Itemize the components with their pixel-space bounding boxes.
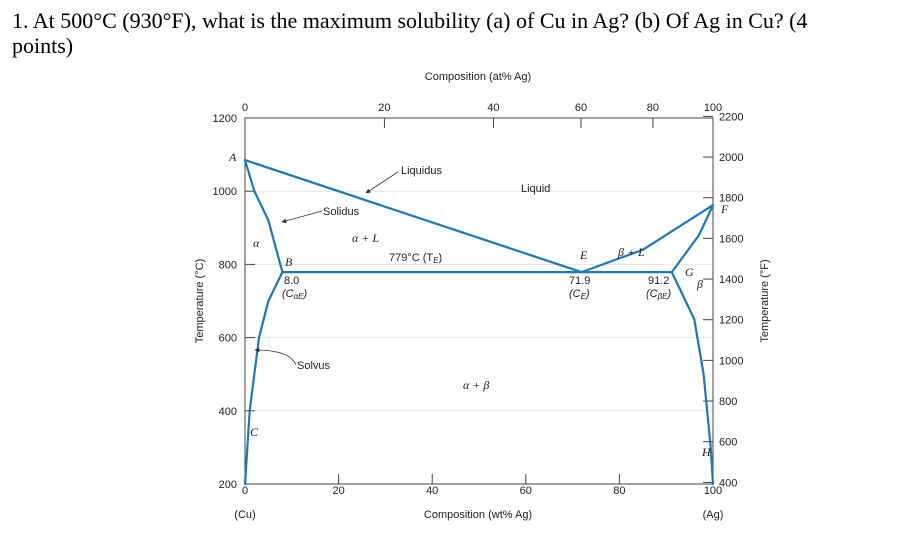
- left-axis-title: Temperature (°C): [194, 259, 206, 343]
- e-note-label: (CE): [569, 288, 590, 301]
- y-left-tick-label: 1000: [213, 186, 237, 198]
- alpha-beta-region-label: α + β: [463, 378, 489, 392]
- point-e-label: E: [579, 248, 588, 262]
- alpha-region-label: α: [253, 236, 260, 250]
- e-composition-label: 71.9: [569, 275, 590, 287]
- g-composition-label: 91.2: [648, 275, 669, 287]
- y-right-tick-label: 2000: [719, 152, 743, 164]
- point-a-label: A: [228, 150, 237, 164]
- cu-end-label: (Cu): [234, 509, 255, 521]
- point-h-label: H: [701, 445, 712, 459]
- y-right-tick-label: 1200: [719, 315, 743, 327]
- eutectic-temp-label: 779°C (TE): [389, 252, 442, 265]
- phase-boundaries: [243, 159, 715, 486]
- x-bottom-tick-label: 80: [613, 485, 625, 497]
- phase-boundary-4: [580, 204, 715, 274]
- point-c-label: C: [250, 425, 259, 439]
- phase-boundary-1: [243, 159, 284, 274]
- y-right-tick-label: 600: [719, 437, 737, 449]
- x-bottom-tick-label: 20: [332, 485, 344, 497]
- phase-boundary-2: [243, 271, 284, 486]
- x-top-tick-label: 40: [487, 102, 499, 114]
- question-text: 1. At 500°C (930°F), what is the maximum…: [12, 8, 912, 58]
- question-line-2: points): [12, 33, 74, 58]
- phase-boundary-0: [243, 159, 583, 274]
- g-note-label: (CβE): [646, 288, 672, 301]
- x-top-tick-label: 20: [378, 102, 390, 114]
- beta-region-label: β: [696, 277, 703, 291]
- x-bottom-tick-label: 0: [242, 485, 248, 497]
- annotations: A B C E F G H Liquidus Solidus Solvus Li…: [228, 150, 729, 459]
- y-right-tick-label: 1400: [719, 274, 743, 286]
- top-axis-title: Composition (at% Ag): [425, 71, 531, 83]
- y-left-tick-label: 600: [219, 333, 237, 345]
- y-right-tick-label: 2200: [719, 111, 743, 123]
- plot-frame: [244, 117, 714, 485]
- liquid-label: Liquid: [521, 183, 550, 195]
- y-left-tick-label: 800: [219, 259, 237, 271]
- x-top-tick-label: 80: [647, 102, 659, 114]
- x-bottom-tick-label: 100: [704, 485, 722, 497]
- solidus-label: Solidus: [323, 206, 360, 218]
- y-left-tick-label: 200: [219, 479, 237, 491]
- y-right-tick-label: 800: [719, 396, 737, 408]
- point-g-label: G: [685, 265, 694, 279]
- axis-ticks: [245, 115, 713, 484]
- grid: [245, 190, 713, 412]
- phase-boundary-6: [670, 271, 715, 486]
- beta-l-region-label: β + L: [617, 245, 645, 259]
- x-top-tick-label: 100: [704, 102, 722, 114]
- b-note-label: (CαE): [282, 288, 308, 301]
- x-top-tick-label: 60: [575, 102, 587, 114]
- x-bottom-tick-label: 60: [520, 485, 532, 497]
- y-right-tick-label: 1000: [719, 355, 743, 367]
- liquidus-label: Liquidus: [401, 165, 442, 177]
- solvus-label: Solvus: [297, 360, 331, 372]
- point-b-label: B: [285, 255, 293, 269]
- ag-end-label: (Ag): [703, 509, 724, 521]
- solidus-pointer: [281, 210, 323, 224]
- alpha-l-region-label: α + L: [352, 231, 379, 245]
- right-axis-title: Temperature (°F): [759, 259, 771, 342]
- y-right-tick-label: 400: [719, 477, 737, 489]
- liquidus-pointer: [365, 171, 399, 194]
- solvus-pointer: [254, 347, 297, 366]
- x-bottom-tick-label: 40: [426, 485, 438, 497]
- question-line-1: 1. At 500°C (930°F), what is the maximum…: [12, 8, 808, 33]
- phase-boundary-5: [670, 204, 715, 274]
- bottom-axis-title: Composition (wt% Ag): [424, 509, 532, 521]
- y-left-tick-label: 400: [219, 406, 237, 418]
- y-right-tick-label: 1600: [719, 233, 743, 245]
- b-composition-label: 8.0: [284, 275, 299, 287]
- point-f-label: F: [720, 202, 729, 216]
- y-right-tick-label: 1800: [719, 193, 743, 205]
- tick-labels: 0 20 40 60 80 1000 20 40 60 80 1002004006008001000…: [213, 102, 744, 497]
- y-left-tick-label: 1200: [213, 113, 237, 125]
- x-top-tick-label: 0: [242, 102, 248, 114]
